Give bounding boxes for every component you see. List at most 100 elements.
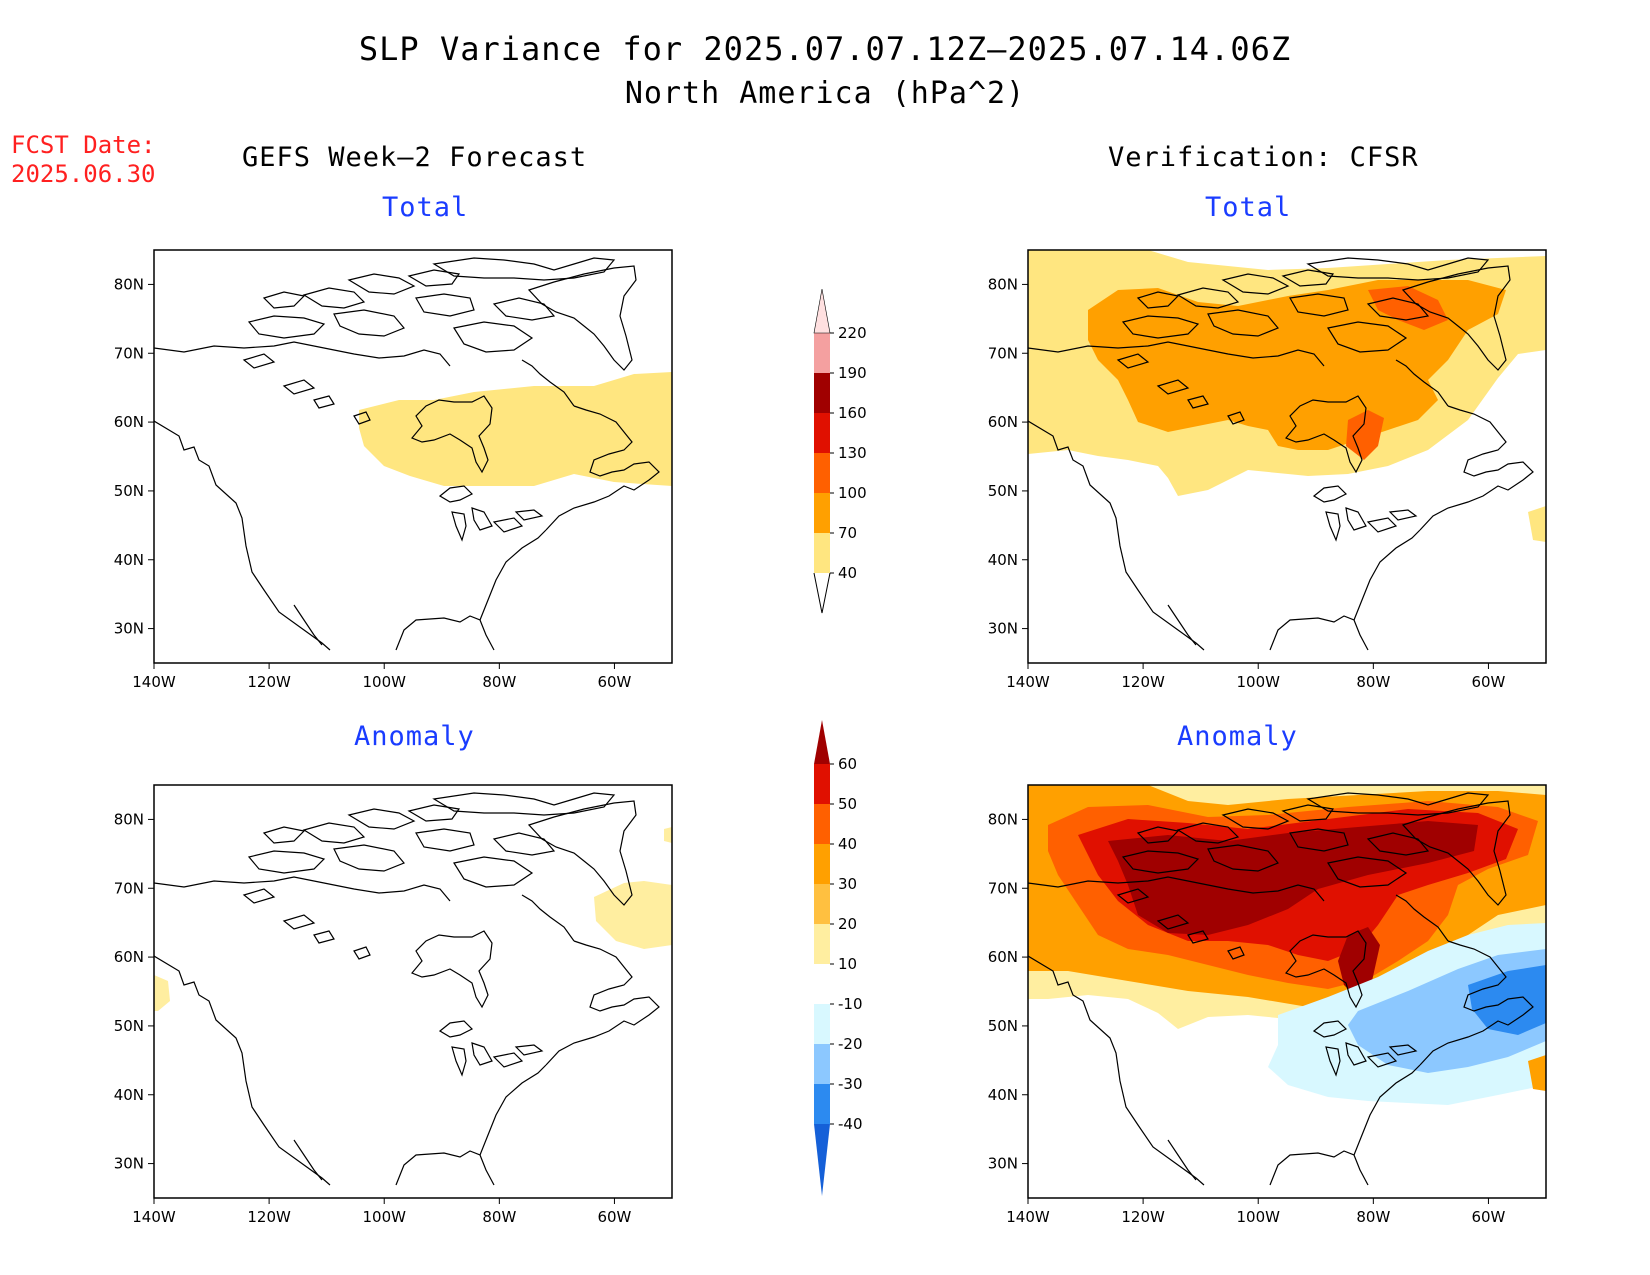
- y-tick-label-forecast-total: 30N: [114, 620, 144, 638]
- y-tick-label-forecast-anomaly: 50N: [114, 1017, 144, 1035]
- y-tick-label-forecast-total: 50N: [114, 482, 144, 500]
- y-tick-label-forecast-total: 70N: [114, 344, 144, 362]
- colorbar-anomaly-level: -10: [838, 995, 863, 1013]
- y-tick-label-forecast-anomaly: 40N: [114, 1086, 144, 1104]
- map-verification-anomaly: [1027, 784, 1547, 1199]
- colorbar-anomaly-level: 50: [838, 795, 857, 813]
- x-tick-label-verification-anomaly: 100W: [1236, 1208, 1280, 1226]
- colorbar-total: 40 70 100 130 160 190 220: [813, 288, 867, 614]
- colorbar-anomaly-swatch: [814, 1004, 830, 1044]
- shade-verif-anom-60: [1108, 821, 1478, 935]
- y-tick-label-verification-total: 80N: [988, 275, 1018, 293]
- x-tick-label-verification-anomaly: 80W: [1356, 1208, 1390, 1226]
- shade-verif-total-100a: [1368, 286, 1448, 330]
- x-tick-label-verification-total: 60W: [1471, 673, 1505, 691]
- y-tick-label-verification-anomaly: 40N: [988, 1086, 1018, 1104]
- x-tick-label-verification-total: 140W: [1006, 673, 1050, 691]
- y-tick-label-verification-anomaly: 80N: [988, 810, 1018, 828]
- x-tick-label-forecast-anomaly: 60W: [597, 1208, 631, 1226]
- x-tick-label-forecast-anomaly: 100W: [362, 1208, 406, 1226]
- y-tick-label-forecast-anomaly: 80N: [114, 810, 144, 828]
- x-tick-label-forecast-total: 100W: [362, 673, 406, 691]
- colorbar-total-swatch: [814, 493, 830, 533]
- colorbar-anomaly-level: 40: [838, 835, 857, 853]
- y-tick-label-verification-total: 50N: [988, 482, 1018, 500]
- y-tick-label-verification-anomaly: 70N: [988, 879, 1018, 897]
- fcst-date-value: 2025.06.30: [11, 160, 156, 188]
- colorbar-total-level: 160: [838, 404, 867, 422]
- y-tick-label-forecast-total: 40N: [114, 551, 144, 569]
- x-tick-label-forecast-anomaly: 140W: [132, 1208, 176, 1226]
- colorbar-anomaly-level: 20: [838, 915, 857, 933]
- colorbar-anomaly-level: 60: [838, 755, 857, 773]
- shade-verif-anom-30b: [1528, 1055, 1546, 1091]
- colorbar-anomaly-swatch: [814, 1084, 830, 1124]
- y-tick-label-verification-anomaly: 30N: [988, 1155, 1018, 1173]
- colorbar-total-swatch: [814, 373, 830, 413]
- colorbar-anomaly-swatch: [814, 924, 830, 964]
- y-tick-label-verification-anomaly: 60N: [988, 948, 1018, 966]
- colorbar-total-level: 70: [838, 524, 857, 542]
- y-tick-label-forecast-anomaly: 60N: [114, 948, 144, 966]
- y-tick-label-forecast-anomaly: 70N: [114, 879, 144, 897]
- y-tick-label-forecast-total: 60N: [114, 413, 144, 431]
- colorbar-total-level: 40: [838, 564, 857, 582]
- colorbar-anomaly-swatch: [814, 1124, 830, 1196]
- colorbar-total-level: 100: [838, 484, 867, 502]
- shade-fcst-anom-10c: [664, 827, 672, 843]
- colorbar-anomaly-swatch: [814, 1044, 830, 1084]
- x-tick-label-verification-anomaly: 60W: [1471, 1208, 1505, 1226]
- column-heading-forecast: GEFS Week–2 Forecast: [242, 142, 588, 173]
- map-forecast-total: [153, 249, 673, 664]
- axes-layer: 140W 120W 100W 80W 60W 80N 70N 60N 50N 40N 30N 140W…: [114, 275, 1506, 1226]
- colorbar-total-bottom-arrow: [813, 572, 831, 614]
- colorbar-anomaly-swatch: [814, 884, 830, 924]
- colorbar-anomaly-swatch: [814, 804, 830, 844]
- colorbar-anomaly-swatch: [814, 720, 830, 764]
- y-tick-label-verification-total: 60N: [988, 413, 1018, 431]
- x-tick-label-verification-anomaly: 140W: [1006, 1208, 1050, 1226]
- x-tick-label-verification-total: 120W: [1121, 673, 1165, 691]
- fcst-date-label: FCST Date:: [11, 131, 156, 159]
- panel-title-forecast-anomaly: Anomaly: [354, 721, 475, 752]
- colorbar-anomaly-swatch: [814, 844, 830, 884]
- y-tick-label-verification-anomaly: 50N: [988, 1017, 1018, 1035]
- x-tick-label-forecast-total: 60W: [597, 673, 631, 691]
- x-tick-label-verification-anomaly: 120W: [1121, 1208, 1165, 1226]
- colorbar-anomaly: -40 -30 -20 -10 10 20 30 40 50 60: [814, 720, 863, 1196]
- y-tick-label-forecast-total: 80N: [114, 275, 144, 293]
- y-tick-label-verification-total: 70N: [988, 344, 1018, 362]
- x-tick-label-forecast-total: 140W: [132, 673, 176, 691]
- colorbar-total-swatch: [814, 333, 830, 373]
- panel-title-forecast-total: Total: [382, 192, 469, 223]
- chart-title: SLP Variance for 2025.07.07.12Z–2025.07.…: [358, 30, 1292, 68]
- colorbar-total-swatch: [813, 288, 831, 334]
- chart-subtitle: North America (hPa^2): [624, 76, 1026, 111]
- colorbar-anomaly-level: 10: [838, 955, 857, 973]
- colorbar-total-swatch: [814, 413, 830, 453]
- x-tick-label-forecast-total: 120W: [247, 673, 291, 691]
- shade-fcst-anom-10b: [154, 975, 170, 1011]
- colorbar-anomaly-level: -20: [838, 1035, 863, 1053]
- y-tick-label-forecast-anomaly: 30N: [114, 1155, 144, 1173]
- panel-title-verification-total: Total: [1205, 192, 1292, 223]
- shade-verif-total-100b: [1346, 410, 1384, 460]
- colorbar-total-level: 130: [838, 444, 867, 462]
- x-tick-label-forecast-anomaly: 80W: [482, 1208, 516, 1226]
- colorbar-total-level: 220: [838, 324, 867, 342]
- y-tick-label-verification-total: 30N: [988, 620, 1018, 638]
- y-tick-label-verification-total: 40N: [988, 551, 1018, 569]
- panel-title-verification-anomaly: Anomaly: [1177, 721, 1298, 752]
- colorbar-anomaly-swatch: [814, 764, 830, 804]
- colorbar-total-swatch: [814, 533, 830, 573]
- colorbar-anomaly-level: 30: [838, 875, 857, 893]
- x-tick-label-verification-total: 80W: [1356, 673, 1390, 691]
- shade-verif-total-40b: [1528, 506, 1546, 542]
- colorbar-anomaly-swatch: [814, 964, 830, 1004]
- x-tick-label-verification-total: 100W: [1236, 673, 1280, 691]
- map-verification-total: [1027, 249, 1547, 664]
- colorbar-total-level: 190: [838, 364, 867, 382]
- column-heading-verification: Verification: CFSR: [1108, 142, 1419, 173]
- x-tick-label-forecast-anomaly: 120W: [247, 1208, 291, 1226]
